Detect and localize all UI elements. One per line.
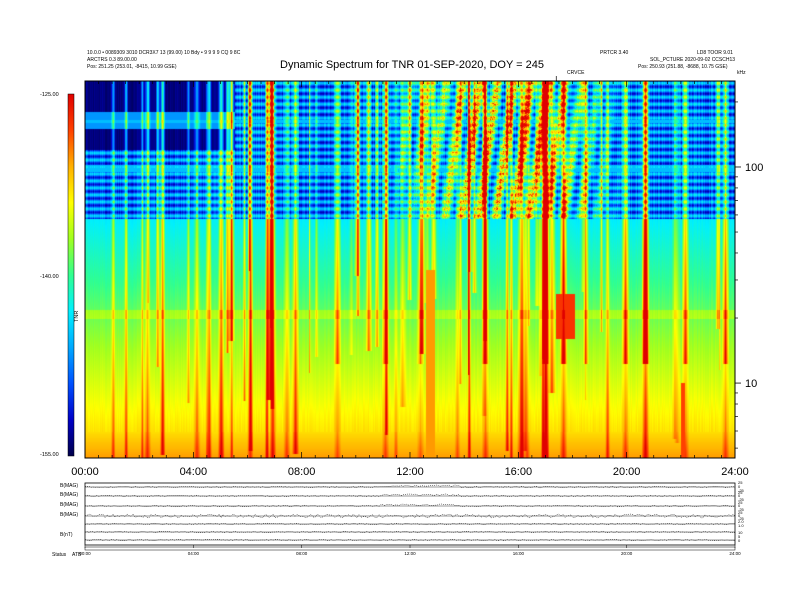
- bottom-x-label: 08:00: [296, 551, 308, 556]
- bottom-x-label: 24:00: [729, 551, 741, 556]
- x-tick-label: 08:00: [288, 466, 316, 478]
- panel-right-tick-label: 5: [738, 534, 741, 539]
- header-left-line1: 10.0.0 • 0089309 3010 DCR3X7 13 (99.00) …: [87, 50, 241, 56]
- panel-right-tick-label: 25: [738, 490, 743, 495]
- bottom-panel-frame: [84, 482, 736, 546]
- status-label: Status: [52, 552, 67, 558]
- panel-right-tick-label: 0: [738, 484, 741, 489]
- marker-label: CRVCE: [567, 70, 585, 76]
- y-tick-label: 100: [745, 162, 763, 174]
- status-value: ATB: [72, 552, 82, 558]
- panel-right-tick-label: 2.0: [738, 519, 744, 524]
- bottom-x-label: 04:00: [188, 551, 200, 556]
- panel-right-tick-label: 25: [738, 510, 743, 515]
- bottom-x-label: 16:00: [513, 551, 525, 556]
- colorbar-tick-top: -125.00: [40, 92, 59, 98]
- x-tick-label: 00:00: [71, 466, 99, 478]
- panel-right-tick-label: -25: [738, 488, 744, 493]
- panel-trace: [84, 484, 736, 489]
- panel-right-tick-label: -25: [738, 497, 744, 502]
- panel-trace: [84, 530, 736, 534]
- panel-label-4: B(MAG): [60, 512, 79, 518]
- panel-right-tick-label: 0: [738, 538, 741, 543]
- colorbar: [67, 93, 75, 457]
- panel-label-5: B(nT): [60, 532, 73, 538]
- panel-right-tick-label: 1.0: [738, 523, 744, 528]
- header-left-position: Pos: 251.25 (253.01, -8415, 10.99 GSE): [87, 64, 177, 70]
- panel-trace: [84, 538, 736, 542]
- chart-title: Dynamic Spectrum for TNR 01-SEP-2020, DO…: [280, 59, 545, 71]
- spectrogram-heatmap: [85, 81, 735, 458]
- panel-right-tick-label: 25: [738, 500, 743, 505]
- panel-right-tick-label: -25: [738, 507, 744, 512]
- panel-label-1: B(MAG): [60, 483, 79, 489]
- x-tick-label: 04:00: [180, 466, 208, 478]
- header-left-line2: ARCTRS 0.3 89.00.00: [87, 57, 137, 63]
- panel-label-2: B(MAG): [60, 492, 79, 498]
- panel-right-tick-label: 0: [738, 503, 741, 508]
- corner-label: kHz: [737, 70, 746, 76]
- bottom-x-label: 20:00: [621, 551, 633, 556]
- panel-right-tick-label: 0: [738, 513, 741, 518]
- x-tick-label: 12:00: [396, 466, 424, 478]
- header-right-position: Pos: 250.93 (251.88, -8688, 10.75 GSE): [638, 64, 728, 70]
- header-right-line1b: LD8 TOOR 9.01: [697, 50, 733, 56]
- header-right-line1a: PRTCR 3.40: [600, 50, 629, 56]
- panel-right-tick-label: 25: [738, 480, 743, 485]
- colorbar-gradient: [67, 93, 75, 457]
- colorbar-tick-mid: -140.00: [40, 274, 59, 280]
- panel-trace: [84, 522, 736, 526]
- x-tick-label: 20:00: [613, 466, 641, 478]
- colorbar-tick-bottom: -155.00: [40, 452, 59, 458]
- x-tick-label: 16:00: [505, 466, 533, 478]
- panel-trace: [84, 513, 736, 519]
- panel-label-3: B(MAG): [60, 502, 79, 508]
- panel-trace: [84, 503, 736, 508]
- header-right-line2: SOL_PCTURE 2020-09-02 CCSCH13: [650, 57, 736, 63]
- panel-right-tick-label: 10: [738, 530, 743, 535]
- panel-trace: [84, 493, 736, 498]
- y-tick-label: 10: [745, 378, 757, 390]
- panel-right-tick-label: 0: [738, 493, 741, 498]
- panel-right-tick-label: -25: [738, 516, 744, 521]
- bottom-x-label: 00:00: [79, 551, 91, 556]
- x-tick-label: 24:00: [721, 466, 749, 478]
- bottom-x-label: 12:00: [404, 551, 416, 556]
